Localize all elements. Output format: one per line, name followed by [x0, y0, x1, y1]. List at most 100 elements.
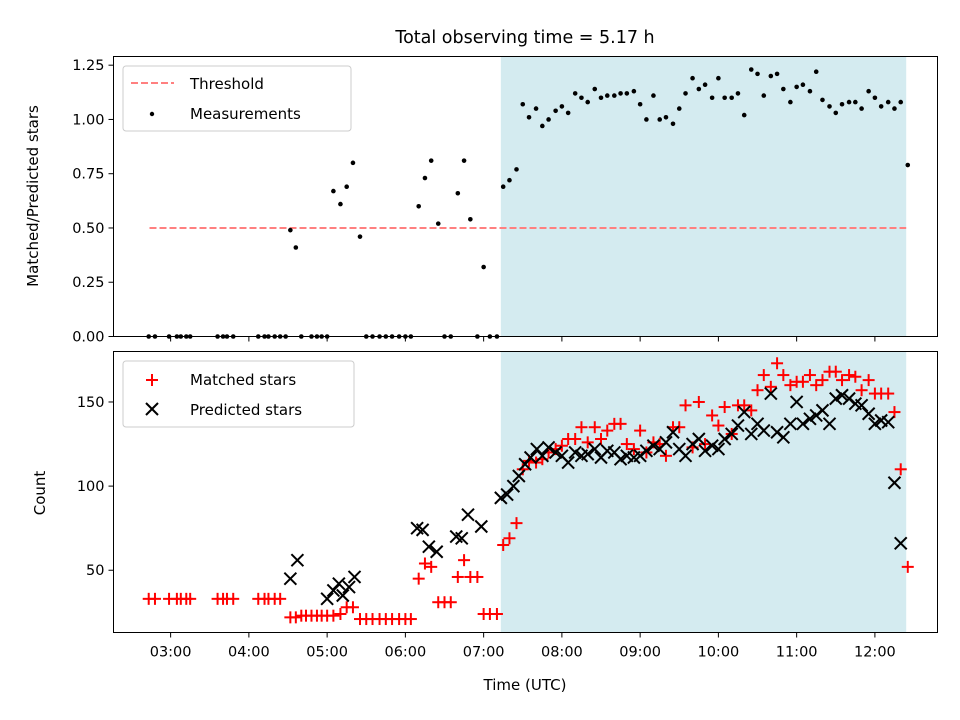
predicted-star-point	[868, 417, 882, 431]
bottom-ytick-label: 150	[77, 395, 105, 411]
matched-star-point	[620, 438, 633, 451]
matched-star-point	[784, 379, 797, 392]
predicted-star-point	[561, 455, 575, 470]
predicted-star-point	[342, 580, 356, 594]
predicted-star-point	[789, 395, 804, 409]
matched-star-point	[679, 399, 692, 412]
legend-predicted-swatch	[145, 402, 159, 416]
matched-star-point	[346, 601, 359, 614]
matched-star-point	[497, 539, 510, 552]
predicted-star-point	[717, 432, 732, 446]
measurement-point	[683, 91, 688, 96]
matched-star-point	[601, 424, 614, 437]
measurement-point	[774, 71, 780, 77]
matched-star-point	[764, 380, 777, 393]
predicted-star-point	[290, 553, 305, 567]
predicted-star-point	[523, 450, 538, 465]
predicted-star-point	[415, 523, 430, 537]
top-legend: Threshold Measurements	[122, 65, 352, 132]
bottom-xtick-label: 04:00	[228, 645, 270, 661]
measurement-point	[657, 117, 663, 122]
matched-star-point	[334, 607, 347, 620]
matched-star-point	[510, 517, 523, 530]
measurement-point	[338, 201, 343, 207]
measurement-point	[585, 99, 591, 105]
matched-star-point	[843, 369, 856, 382]
legend-measurements-label: Measurements	[190, 105, 301, 123]
predicted-star-point	[512, 469, 526, 483]
predicted-star-point	[320, 592, 334, 606]
predicted-star-point	[347, 570, 362, 584]
matched-star-point	[751, 384, 764, 397]
matched-star-point	[888, 406, 901, 419]
matched-star-point	[569, 432, 582, 445]
predicted-star-point	[887, 476, 902, 490]
predicted-star-point	[568, 445, 582, 460]
matched-star-point	[425, 560, 438, 573]
bottom-xtick-label: 05:00	[306, 645, 348, 661]
measurement-point	[892, 106, 897, 111]
measurement-point	[637, 101, 643, 107]
bottom-xtick-label: 07:00	[463, 645, 505, 661]
matched-star-point	[836, 374, 849, 387]
predicted-star-point	[678, 449, 693, 463]
matched-star-point	[718, 401, 731, 414]
matched-star-point	[412, 572, 425, 585]
matched-star-point	[148, 592, 161, 605]
predicted-star-point	[776, 430, 791, 445]
measurement-point	[520, 101, 526, 107]
measurement-point	[833, 110, 839, 116]
predicted-star-point	[666, 425, 680, 439]
predicted-star-point	[881, 415, 895, 429]
measurement-point	[631, 88, 637, 94]
bottom-xtick-label: 10:00	[697, 645, 739, 661]
predicted-star-point	[283, 571, 298, 586]
matched-star-point	[901, 560, 914, 573]
bottom-panel: 50 100 150 03:00 04:00 05:00 06:00 07:00 08:00 0…	[31, 351, 938, 694]
measurement-point	[565, 110, 571, 116]
matched-star-point	[882, 387, 895, 400]
matched-star-point	[418, 557, 431, 570]
predicted-star-point	[422, 539, 436, 554]
matched-star-point	[555, 439, 568, 452]
measurement-point	[735, 91, 741, 96]
measurement-point	[507, 177, 512, 183]
matched-star-point	[855, 384, 868, 397]
measurement-point	[839, 101, 845, 107]
matched-star-point	[274, 592, 287, 605]
predicted-star-point	[835, 388, 849, 402]
measurement-point	[604, 93, 610, 98]
matched-star-point	[444, 596, 457, 609]
legend-threshold-label: Threshold	[189, 75, 264, 93]
predicted-star-point	[803, 412, 817, 426]
measurement-point	[416, 203, 421, 209]
measurement-point	[859, 106, 864, 111]
matched-star-point	[503, 532, 516, 545]
measurement-point	[709, 95, 715, 101]
measurement-point	[461, 158, 467, 163]
measurement-point	[813, 69, 819, 74]
legend-measurements-swatch	[149, 111, 155, 117]
matched-star-point	[803, 369, 816, 382]
measurement-point	[331, 188, 336, 194]
measurement-point	[540, 123, 545, 129]
measurement-point	[350, 160, 356, 166]
measurement-point	[761, 93, 767, 98]
predicted-star-point	[737, 405, 751, 419]
predicted-star-point	[455, 531, 469, 545]
measurement-point	[533, 106, 539, 111]
measurement-point	[293, 245, 299, 250]
matched-star-point	[581, 436, 594, 449]
matched-star-point	[451, 570, 464, 583]
matched-star-point	[796, 375, 809, 388]
measurement-point	[788, 99, 793, 105]
measurement-point	[866, 88, 871, 94]
predicted-star-point	[474, 519, 488, 534]
measurement-point	[741, 112, 747, 118]
matched-star-point	[490, 607, 503, 620]
measurement-point	[612, 93, 617, 98]
top-ytick-label: 0.50	[72, 221, 104, 237]
measurement-point	[644, 117, 649, 122]
predicted-star-point	[692, 432, 706, 446]
measurement-point	[716, 75, 721, 81]
